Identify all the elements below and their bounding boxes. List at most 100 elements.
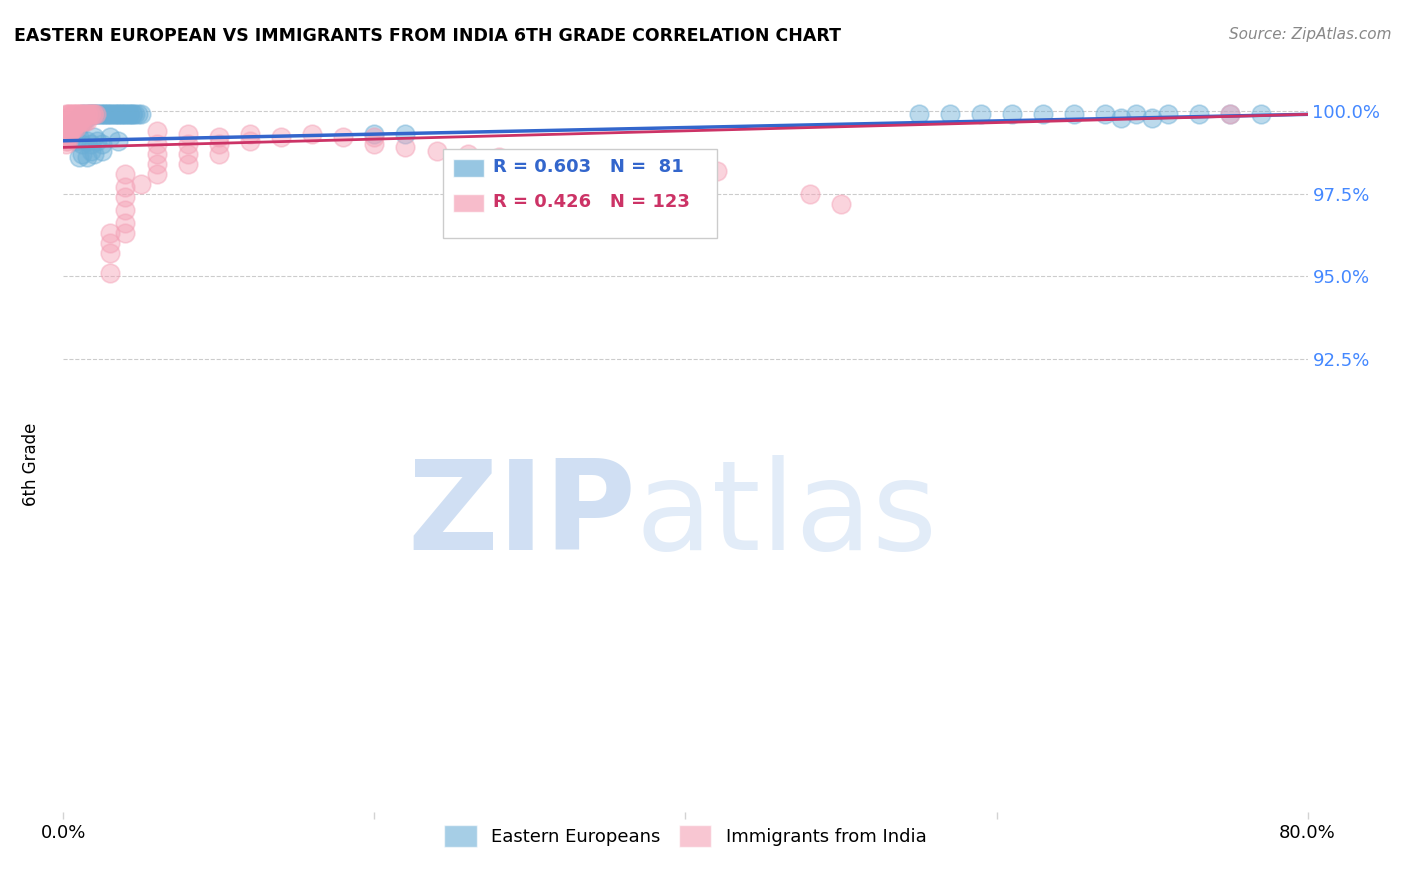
Point (799, 186, 821, 201)
Point (363, 137, 385, 152)
Point (73, 114, 96, 128)
Point (58, 117, 80, 131)
Point (939, 107, 962, 121)
Point (56, 134, 79, 148)
Point (55, 114, 77, 128)
Point (55, 137, 77, 152)
Point (56, 107, 79, 121)
Point (90, 107, 112, 121)
Point (129, 107, 152, 121)
Point (66, 120, 89, 135)
Point (67, 114, 90, 128)
Point (60, 114, 83, 128)
Point (55, 117, 77, 131)
Point (56, 124, 79, 138)
Point (63, 120, 86, 135)
Point (970, 107, 993, 121)
Point (177, 127, 200, 141)
Point (177, 157, 200, 171)
Point (76, 134, 98, 148)
Point (60, 124, 83, 138)
Point (115, 107, 138, 121)
FancyBboxPatch shape (453, 194, 484, 212)
Point (73, 107, 96, 121)
Point (65, 134, 87, 148)
Point (62, 107, 84, 121)
Point (122, 107, 145, 121)
Point (60, 120, 83, 135)
Point (80, 107, 103, 121)
Point (77, 107, 100, 121)
Point (82, 107, 104, 121)
Point (65, 111, 87, 125)
Point (69, 114, 91, 128)
Point (129, 177, 152, 191)
Point (67, 111, 90, 125)
Point (1001, 107, 1024, 121)
FancyBboxPatch shape (443, 149, 717, 238)
Point (56, 124, 79, 138)
Point (56, 117, 79, 131)
Point (56, 127, 79, 141)
Point (105, 107, 128, 121)
Point (76, 114, 98, 128)
Point (112, 107, 135, 121)
Point (66, 111, 89, 125)
Point (55, 120, 77, 135)
Point (55, 124, 77, 138)
Point (83, 107, 105, 121)
Text: Source: ZipAtlas.com: Source: ZipAtlas.com (1229, 27, 1392, 42)
Point (58, 124, 80, 138)
Point (80, 107, 103, 121)
Point (208, 130, 231, 145)
Point (830, 196, 852, 211)
Point (55, 134, 77, 148)
Point (55, 127, 77, 141)
Point (67, 130, 90, 145)
Point (63, 127, 86, 141)
Point (107, 134, 129, 148)
Point (519, 170, 541, 185)
Point (66, 114, 89, 128)
Point (58, 107, 80, 121)
Point (1063, 107, 1085, 121)
Point (58, 120, 80, 135)
Point (145, 157, 167, 171)
Point (56, 111, 79, 125)
Point (98, 130, 121, 145)
Point (70, 107, 93, 121)
Point (145, 124, 167, 138)
Point (66, 117, 89, 131)
Point (72, 114, 94, 128)
Point (72, 107, 94, 121)
Point (60, 111, 83, 125)
Point (114, 190, 136, 204)
Point (79, 107, 101, 121)
Point (239, 134, 262, 148)
Point (67, 111, 90, 125)
Point (363, 130, 385, 145)
Point (332, 130, 354, 145)
Point (77, 107, 100, 121)
Point (1188, 107, 1211, 121)
Point (83, 107, 105, 121)
Point (97, 107, 120, 121)
Point (58, 127, 80, 141)
Point (67, 150, 90, 164)
Point (1250, 107, 1272, 121)
Point (82, 107, 104, 121)
Point (98, 266, 121, 280)
Point (80, 137, 103, 152)
Point (114, 203, 136, 218)
Point (70, 107, 93, 121)
Point (145, 147, 167, 161)
Point (83, 147, 105, 161)
Point (79, 107, 101, 121)
Point (86, 134, 108, 148)
Text: 6th Grade: 6th Grade (22, 422, 39, 506)
Point (63, 111, 86, 125)
Text: atlas: atlas (636, 455, 938, 576)
Point (55, 107, 77, 121)
Point (363, 127, 385, 141)
Text: EASTERN EUROPEAN VS IMMIGRANTS FROM INDIA 6TH GRADE CORRELATION CHART: EASTERN EUROPEAN VS IMMIGRANTS FROM INDI… (14, 27, 841, 45)
